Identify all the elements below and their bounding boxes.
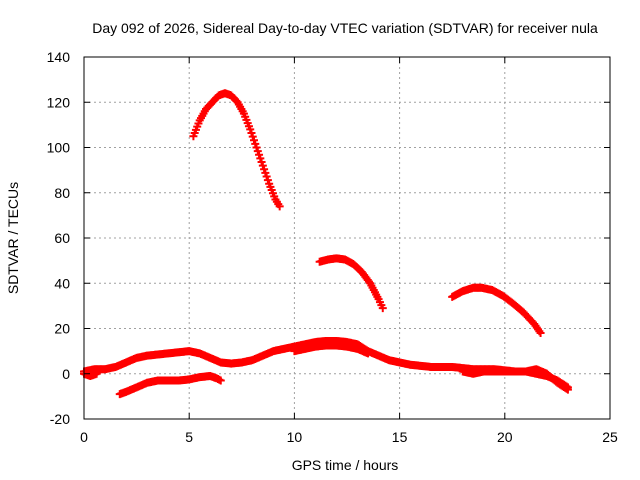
y-tick-label: 60: [54, 230, 70, 246]
y-axis-label: SDTVAR / TECUs: [5, 182, 21, 294]
y-tick-label: 140: [47, 49, 71, 65]
data-series-trace-5: [315, 254, 387, 313]
y-tick-label: 80: [54, 185, 70, 201]
data-series-trace-3: [115, 372, 225, 399]
plot-frame: [83, 56, 611, 420]
y-tick-label: 40: [54, 275, 70, 291]
x-tick-label: 15: [392, 429, 408, 445]
data-point: [378, 304, 387, 313]
x-tick-label: 0: [80, 429, 88, 445]
data-point: [216, 376, 225, 385]
x-tick-label: 5: [185, 429, 193, 445]
x-tick-label: 25: [602, 429, 618, 445]
grid: [84, 57, 610, 419]
data-series-trace-6: [448, 283, 545, 338]
data-point: [275, 202, 284, 211]
y-tick-label: 20: [54, 321, 70, 337]
y-tick-label: -20: [50, 411, 70, 427]
y-tick-label: 100: [47, 140, 71, 156]
x-tick-label: 10: [287, 429, 303, 445]
axes: 0 5 10 15 20 25 -20 0 20 40 60 80 100 120 140: [47, 49, 618, 445]
plot-area: [80, 89, 572, 399]
data-point: [536, 329, 545, 338]
y-tick-label: 0: [62, 366, 70, 382]
x-tick-label: 20: [497, 429, 513, 445]
data-series-trace-2: [80, 341, 572, 394]
chart-title: Day 092 of 2026, Sidereal Day-to-day VTE…: [92, 20, 598, 36]
data-point: [92, 369, 101, 378]
data-point: [563, 385, 572, 394]
y-tick-label: 120: [47, 94, 71, 110]
data-series-trace-4: [189, 89, 284, 211]
x-axis-label: GPS time / hours: [292, 457, 399, 473]
data-point: [364, 349, 373, 358]
